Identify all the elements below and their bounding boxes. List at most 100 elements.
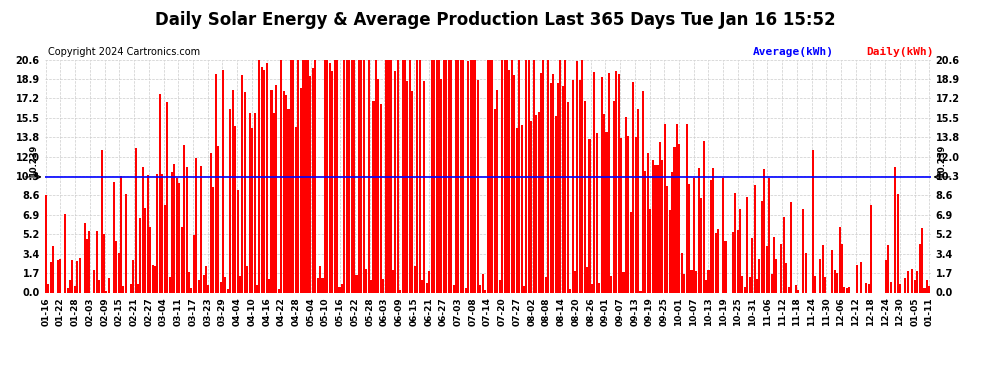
Bar	[628, 136, 630, 292]
Bar	[426, 284, 428, 292]
Bar	[203, 275, 205, 292]
Bar	[887, 245, 889, 292]
Bar	[482, 274, 484, 292]
Bar	[552, 74, 554, 292]
Bar	[242, 75, 244, 292]
Text: Daily Solar Energy & Average Production Last 365 Days Tue Jan 16 15:52: Daily Solar Energy & Average Production …	[154, 11, 836, 29]
Bar	[511, 60, 513, 292]
Bar	[365, 269, 367, 292]
Bar	[414, 266, 416, 292]
Bar	[822, 246, 824, 292]
Bar	[309, 76, 312, 292]
Bar	[339, 286, 341, 292]
Bar	[154, 267, 156, 292]
Bar	[244, 92, 246, 292]
Bar	[178, 183, 180, 292]
Bar	[549, 83, 551, 292]
Bar	[523, 286, 525, 292]
Bar	[593, 72, 595, 292]
Bar	[637, 109, 640, 292]
Bar	[457, 60, 459, 292]
Bar	[506, 60, 508, 292]
Bar	[576, 61, 578, 292]
Bar	[790, 202, 792, 292]
Bar	[659, 142, 661, 292]
Bar	[531, 122, 533, 292]
Bar	[735, 193, 737, 292]
Bar	[125, 194, 127, 292]
Bar	[681, 253, 683, 292]
Bar	[402, 60, 404, 292]
Bar	[123, 286, 125, 292]
Bar	[248, 113, 250, 292]
Bar	[712, 168, 715, 292]
Bar	[282, 91, 285, 292]
Bar	[894, 167, 896, 292]
Bar	[212, 188, 214, 292]
Bar	[135, 148, 137, 292]
Bar	[66, 288, 68, 292]
Bar	[574, 271, 576, 292]
Bar	[462, 60, 464, 292]
Bar	[163, 205, 165, 292]
Bar	[83, 222, 86, 292]
Bar	[676, 124, 678, 292]
Bar	[450, 60, 452, 292]
Bar	[474, 60, 476, 292]
Bar	[334, 60, 336, 292]
Bar	[389, 60, 391, 292]
Bar	[260, 67, 263, 292]
Bar	[185, 167, 187, 292]
Bar	[633, 82, 635, 292]
Bar	[479, 285, 481, 292]
Bar	[722, 178, 724, 292]
Bar	[103, 234, 105, 292]
Bar	[278, 289, 280, 292]
Bar	[319, 266, 321, 292]
Bar	[341, 284, 343, 292]
Bar	[137, 284, 139, 292]
Bar	[59, 259, 61, 292]
Bar	[253, 114, 255, 292]
Bar	[703, 141, 705, 292]
Bar	[52, 246, 54, 292]
Bar	[48, 284, 50, 292]
Bar	[623, 272, 625, 292]
Bar	[220, 282, 222, 292]
Bar	[464, 288, 466, 292]
Bar	[455, 60, 457, 292]
Bar	[69, 280, 71, 292]
Bar	[472, 60, 474, 292]
Bar	[698, 168, 700, 292]
Bar	[50, 262, 51, 292]
Bar	[200, 166, 202, 292]
Bar	[646, 153, 648, 292]
Bar	[88, 231, 90, 292]
Bar	[839, 228, 841, 292]
Bar	[275, 85, 277, 292]
Bar	[513, 75, 516, 292]
Bar	[93, 270, 95, 292]
Bar	[183, 145, 185, 292]
Bar	[642, 91, 644, 292]
Bar	[717, 229, 719, 292]
Bar	[606, 132, 608, 292]
Bar	[350, 60, 352, 292]
Bar	[324, 60, 326, 292]
Bar	[362, 60, 364, 292]
Bar	[459, 60, 462, 292]
Bar	[867, 284, 870, 292]
Bar	[700, 198, 702, 292]
Bar	[285, 94, 287, 292]
Bar	[217, 146, 219, 292]
Bar	[695, 271, 697, 292]
Bar	[496, 90, 498, 292]
Bar	[287, 109, 289, 292]
Bar	[705, 280, 707, 292]
Bar	[101, 150, 103, 292]
Bar	[409, 60, 411, 292]
Bar	[819, 259, 821, 292]
Bar	[491, 60, 493, 292]
Bar	[290, 60, 292, 292]
Bar	[142, 167, 144, 292]
